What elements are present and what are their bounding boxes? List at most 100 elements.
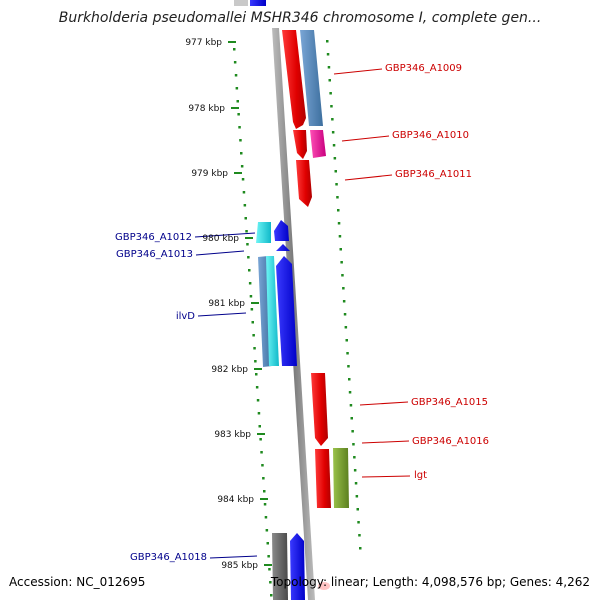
gene-label[interactable]: GBP346_A1018 [130,552,207,563]
gene-labels: GBP346_A1009 GBP346_A1010 GBP346_A1011 GBP3… [115,63,489,563]
gene-arrow[interactable] [290,533,305,600]
track-dot [350,417,353,420]
track-dot [244,217,247,220]
track-dot [344,326,348,329]
track-dot [247,256,250,259]
track-dot [236,100,239,103]
gene-arrow[interactable] [282,30,306,129]
gene-label[interactable]: ilvD [176,311,195,322]
track-dot [241,178,245,181]
track-dot [242,191,246,194]
gene-label[interactable]: GBP346_A1016 [412,436,489,447]
track-dot [240,152,243,155]
track-dot [345,339,348,342]
gene-arrow[interactable] [272,533,288,600]
gene-label[interactable]: GBP346_A1012 [115,232,192,243]
track-dot [262,477,265,480]
track-dot [343,313,347,316]
gene-arrow[interactable] [315,449,331,508]
track-dot [340,261,343,264]
track-dot [248,269,251,272]
track-dot [334,170,337,173]
track-dot [257,412,261,415]
kbp-tick-label: 983 kbp [214,430,251,440]
gene-arrow[interactable] [256,222,271,243]
track-dot [342,300,346,303]
track-dot [358,534,361,537]
track-dot [270,594,273,597]
track-dot [243,204,247,207]
track-dot [255,386,259,389]
track-dot [266,542,269,545]
track-dot [264,516,268,519]
label-leader-line [197,312,247,317]
gene-label[interactable]: lgt [414,470,427,481]
track-dot [326,53,330,56]
track-dot [348,378,351,381]
label-leader-line [361,475,411,478]
track-dot [261,464,264,467]
right-dotted-track [326,40,362,550]
track-dot [348,391,352,394]
label-leader-line [361,440,410,444]
track-dot [349,404,353,407]
track-dot [339,248,342,251]
track-dot [256,399,260,402]
track-dot [248,282,252,285]
gene-arrow[interactable] [333,448,349,508]
track-dot [347,365,350,368]
track-dot [352,443,355,446]
track-dot [355,495,359,498]
topology-summary: Topology: linear; Length: 4,098,576 bp; … [270,575,590,589]
gene-label[interactable]: GBP346_A1011 [395,169,472,180]
gene-label[interactable]: GBP346_A1013 [116,249,193,260]
gene-arrow[interactable] [276,256,297,366]
gene-label[interactable]: GBP346_A1009 [385,63,462,74]
track-dot [268,568,271,571]
track-dot [337,222,341,225]
track-dot [263,503,267,506]
gene-label[interactable]: GBP346_A1010 [392,130,469,141]
track-dot [342,287,345,290]
track-dot [329,92,332,95]
track-dot [328,79,331,82]
track-dot [250,308,254,311]
gene-arrow[interactable] [296,160,312,207]
label-leader-line [359,401,409,406]
track-dot [359,547,362,550]
gene-arrow[interactable] [293,130,307,159]
gene-arrow[interactable] [276,244,290,251]
track-dot [259,438,262,441]
track-dot [333,157,337,160]
kbp-tick-label: 979 kbp [191,169,228,179]
gene-arrow[interactable] [311,373,328,446]
gene-arrow[interactable] [300,30,323,126]
kbp-tick-label: 978 kbp [188,104,225,114]
accession-text: Accession: NC_012695 [9,575,146,589]
map-title: Burkholderia pseudomallei MSHR346 chromo… [58,10,542,26]
kbp-tick-label: 984 kbp [217,495,254,505]
track-dot [346,352,349,355]
track-dot [249,295,253,298]
track-dot [353,456,356,459]
track-dot [255,373,258,376]
track-dot [234,74,238,77]
gene-arrow[interactable] [274,220,289,241]
track-dot [267,555,270,558]
label-leader-line [209,555,258,559]
label-leader-line [194,232,256,238]
kbp-axis: 977 kbp 978 kbp 979 kbp 980 kbp 981 kbp 982 k… [185,38,272,571]
track-dot [326,40,329,43]
kbp-tick-label: 981 kbp [208,299,245,309]
gene-arrow[interactable] [266,256,279,366]
track-dot [332,144,336,147]
track-dot [238,126,241,129]
kbp-tick-label: 985 kbp [221,561,258,571]
gene-arrow[interactable] [250,0,266,6]
gene-arrow[interactable] [310,130,326,158]
gene-label[interactable]: GBP346_A1015 [411,397,488,408]
gene-arrow[interactable] [234,0,248,6]
track-dot [265,529,269,532]
track-dot [233,61,237,64]
